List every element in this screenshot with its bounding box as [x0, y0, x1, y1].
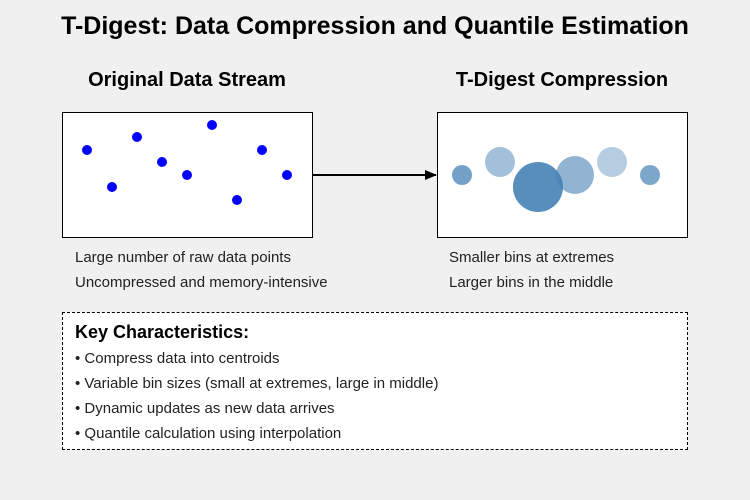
key-characteristics-box: Key Characteristics: • Compress data int… — [62, 312, 688, 450]
data-point — [207, 120, 217, 130]
data-point — [257, 145, 267, 155]
data-point — [107, 182, 117, 192]
centroid — [513, 162, 563, 212]
key-item: • Quantile calculation using interpolati… — [75, 425, 342, 442]
data-point — [132, 132, 142, 142]
key-item: • Variable bin sizes (small at extremes,… — [75, 375, 439, 392]
key-characteristics-title: Key Characteristics: — [75, 322, 250, 342]
raw-data-points — [82, 120, 292, 205]
data-point — [157, 157, 167, 167]
tdigest-caption-2: Larger bins in the middle — [449, 274, 614, 291]
data-point — [282, 170, 292, 180]
data-point — [82, 145, 92, 155]
raw-caption-1: Large number of raw data points — [75, 249, 291, 266]
centroid — [597, 147, 627, 177]
raw-caption-2: Uncompressed and memory-intensive — [75, 274, 328, 291]
centroid — [452, 165, 472, 185]
tdigest-caption-1: Smaller bins at extremes — [449, 249, 615, 266]
data-point — [232, 195, 242, 205]
centroid — [556, 156, 594, 194]
centroid-bins — [452, 147, 660, 212]
data-point — [182, 170, 192, 180]
centroid — [485, 147, 515, 177]
key-item: • Compress data into centroids — [75, 350, 280, 367]
centroid — [640, 165, 660, 185]
page-title: T-Digest: Data Compression and Quantile … — [61, 12, 689, 40]
original-stream-heading: Original Data Stream — [88, 69, 286, 91]
key-item: • Dynamic updates as new data arrives — [75, 400, 335, 417]
tdigest-heading: T-Digest Compression — [455, 69, 669, 91]
